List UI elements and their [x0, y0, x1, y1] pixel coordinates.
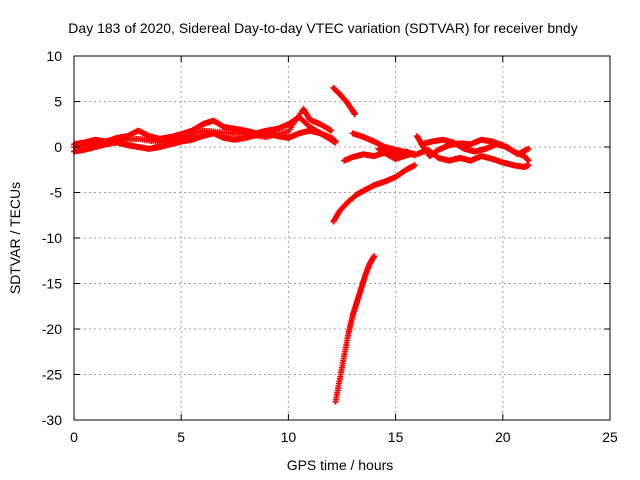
y-tick-label: -25: [42, 367, 62, 383]
series-track-i: [414, 146, 532, 171]
x-axis-label: GPS time / hours: [287, 457, 394, 473]
series-track-b: [330, 84, 358, 118]
y-tick-label: -10: [42, 230, 62, 246]
y-tick-label: -5: [50, 185, 63, 201]
x-tick-label: 0: [70, 429, 78, 445]
data-point: [525, 162, 532, 169]
data-point: [409, 150, 416, 157]
y-tick-label: 10: [46, 48, 62, 64]
x-tick-label: 15: [388, 429, 404, 445]
data-point: [332, 138, 339, 145]
series-track-c: [330, 162, 418, 225]
data-point: [411, 162, 418, 169]
data-point: [351, 111, 358, 118]
x-tick-label: 10: [281, 429, 297, 445]
y-tick-label: -30: [42, 412, 62, 428]
y-tick-label: -20: [42, 321, 62, 337]
y-axis-label: SDTVAR / TECUs: [7, 182, 23, 294]
series-track-a-mid: [71, 105, 335, 150]
series-track-g: [375, 145, 416, 162]
x-tick-label: 20: [495, 429, 511, 445]
series-track-j: [418, 136, 532, 158]
y-tick-label: 5: [54, 94, 62, 110]
data-point: [371, 253, 378, 260]
y-tick-label: -15: [42, 276, 62, 292]
grid-lines: [74, 56, 610, 420]
y-tick-label: 0: [54, 139, 62, 155]
data-point: [328, 127, 335, 134]
series-track-d: [332, 253, 378, 405]
axis-ticks: 0 5 10 15 20 25 -30 -25 -20 -15 -10 -5 0 5 10: [42, 48, 618, 445]
chart-title: Day 183 of 2020, Sidereal Day-to-day VTE…: [68, 20, 577, 36]
data-points: [71, 84, 532, 405]
x-tick-label: 5: [177, 429, 185, 445]
data-point: [525, 145, 532, 152]
x-tick-label: 25: [602, 429, 618, 445]
